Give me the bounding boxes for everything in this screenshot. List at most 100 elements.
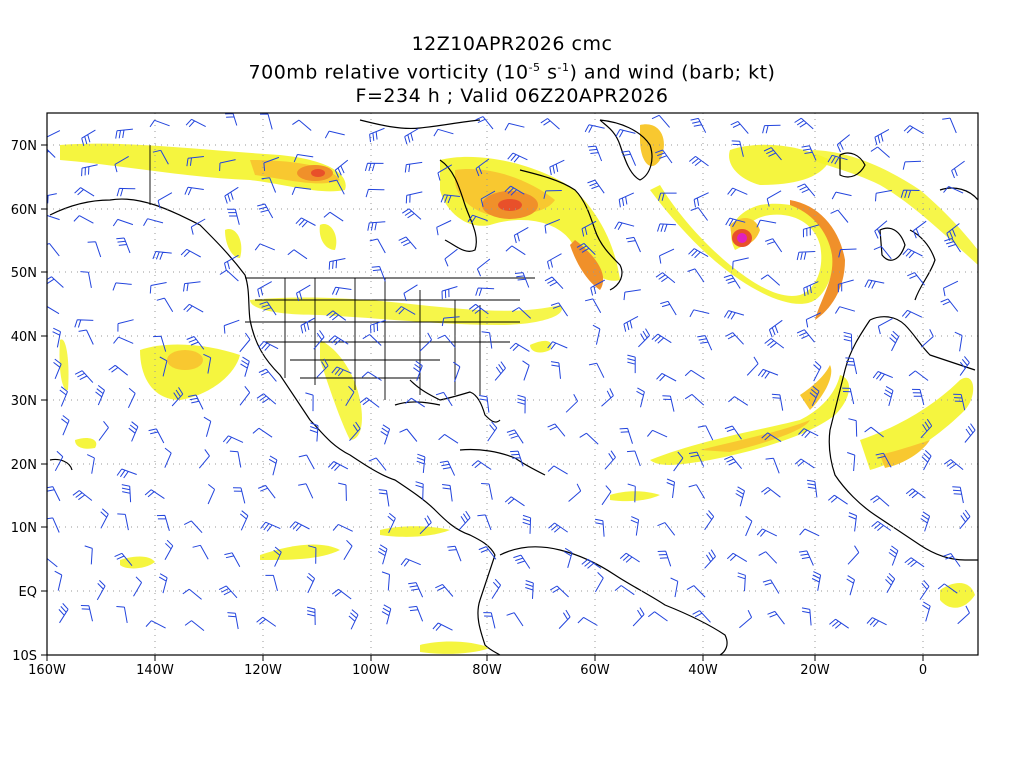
lat-label: 30N xyxy=(11,394,37,409)
wind-barb xyxy=(592,324,601,345)
wind-barb xyxy=(121,484,132,503)
wind-barb xyxy=(827,494,848,505)
wind-barb xyxy=(687,268,705,283)
wind-barb xyxy=(550,361,561,379)
axis-ticks xyxy=(41,144,924,661)
wind-barb xyxy=(632,607,645,627)
wind-barb xyxy=(47,276,64,288)
wind-barb xyxy=(369,238,386,254)
wind-barb xyxy=(513,554,531,569)
wind-barb xyxy=(258,484,276,499)
lat-labels: 70N 60N 50N 40N 30N 20N 10N EQ 10S xyxy=(11,139,37,664)
wind-barb xyxy=(764,338,785,349)
wind-barb xyxy=(595,518,605,537)
wind-barb xyxy=(439,460,456,476)
wind-barb xyxy=(657,223,676,233)
wind-barb xyxy=(59,386,68,407)
wind-barb xyxy=(805,312,821,328)
wind-barb xyxy=(477,514,492,531)
wind-barb xyxy=(830,209,849,223)
wind-barb xyxy=(626,236,641,253)
wind-barb xyxy=(842,387,855,405)
wind-barb xyxy=(866,617,887,628)
wind-barb xyxy=(261,177,277,193)
wind-barb xyxy=(796,329,815,343)
wind-barb xyxy=(871,520,892,531)
wind-barb xyxy=(440,194,460,204)
wind-barb xyxy=(847,452,856,472)
wind-barb xyxy=(873,245,892,260)
wind-barb xyxy=(745,515,753,537)
wind-barb xyxy=(831,191,852,200)
wind-barb xyxy=(604,450,616,470)
wind-barb xyxy=(689,309,710,318)
wind-barb xyxy=(263,156,280,171)
wind-barb xyxy=(74,187,95,197)
wind-barb xyxy=(834,306,856,314)
wind-barb xyxy=(306,606,316,626)
wind-barb xyxy=(666,478,675,498)
wind-barb xyxy=(660,300,677,316)
wind-barb xyxy=(847,545,860,565)
wind-barb xyxy=(133,576,143,597)
wind-barb xyxy=(547,253,562,270)
wind-barb xyxy=(225,113,238,126)
wind-barb xyxy=(362,334,382,346)
wind-barb xyxy=(441,286,458,300)
wind-barb xyxy=(377,544,388,565)
wind-barb xyxy=(943,553,961,567)
vorticity-field xyxy=(59,124,978,654)
wind-barb xyxy=(651,333,672,344)
wind-barb xyxy=(902,248,923,259)
wind-barb xyxy=(762,124,781,134)
lat-label: 60N xyxy=(11,203,37,218)
wind-barb xyxy=(952,486,964,504)
wind-barb xyxy=(614,585,635,596)
wind-barb xyxy=(184,620,205,631)
wind-barb xyxy=(395,306,416,315)
wind-barb xyxy=(509,342,530,352)
wind-barb xyxy=(920,511,931,532)
wind-barb xyxy=(328,335,349,346)
wind-barb xyxy=(638,328,651,348)
wind-barb xyxy=(468,303,489,315)
wind-barb xyxy=(402,208,422,220)
wind-barb xyxy=(846,575,855,596)
wind-barb xyxy=(889,330,900,352)
wind-barb xyxy=(380,424,391,445)
lat-label: 70N xyxy=(11,139,37,154)
wind-barb xyxy=(156,297,174,313)
wind-barb xyxy=(728,396,749,406)
wind-barb xyxy=(813,361,822,382)
wind-barb xyxy=(803,281,819,297)
wind-barb xyxy=(761,432,782,443)
wind-barb xyxy=(54,450,64,472)
wind-barb xyxy=(547,423,566,437)
wind-barb xyxy=(399,428,418,442)
wind-barb xyxy=(190,218,206,235)
wind-barb xyxy=(61,415,70,436)
wind-barb xyxy=(690,207,709,221)
wind-barb xyxy=(809,385,820,407)
wind-barb xyxy=(239,385,251,406)
wind-barb xyxy=(581,558,602,569)
wind-barb xyxy=(72,490,93,501)
wind-barb xyxy=(601,485,612,506)
wind-barb xyxy=(874,220,888,239)
wind-barb xyxy=(437,334,456,348)
wind-barb xyxy=(437,164,453,181)
wind-barb xyxy=(293,154,314,163)
wind-barb xyxy=(544,218,560,234)
wind-barb xyxy=(203,353,212,374)
wind-barb xyxy=(467,214,488,224)
wind-barb xyxy=(727,187,748,197)
wind-barb xyxy=(584,298,602,314)
wind-barb xyxy=(794,458,815,469)
wind-barb xyxy=(937,583,958,594)
wind-barb xyxy=(768,319,783,338)
wind-barb xyxy=(481,483,493,500)
wind-barb xyxy=(47,130,61,146)
wind-barb xyxy=(442,484,453,502)
wind-barb xyxy=(494,361,506,381)
wind-barb xyxy=(159,356,168,377)
